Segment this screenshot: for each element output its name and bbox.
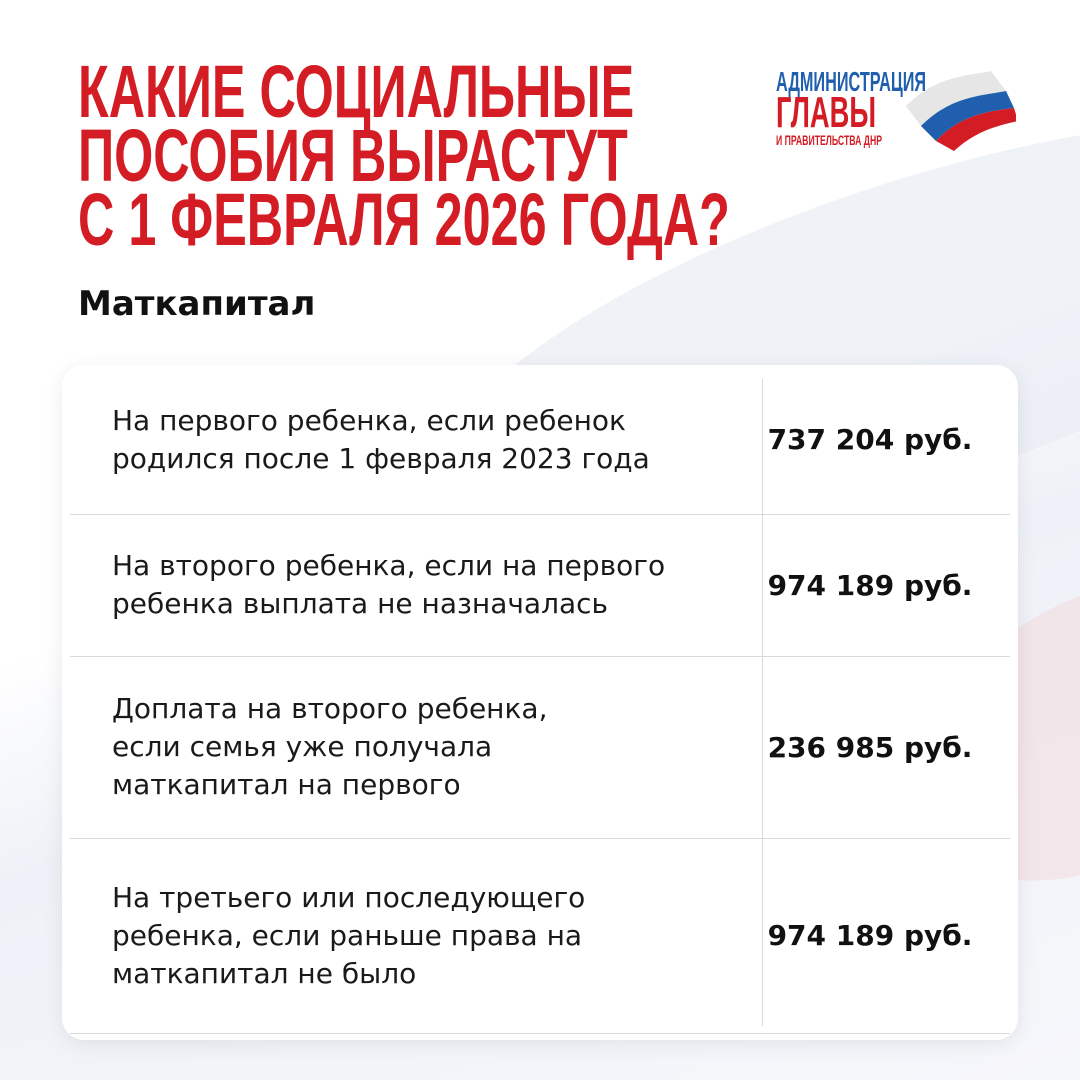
page-title: Какие социальные пособия вырастут с 1 фе… [78,50,730,261]
benefit-amount: 737 204 руб. [767,423,973,456]
column-divider [762,379,763,1026]
logo: АДМИНИСТРАЦИЯ ГЛАВЫ И ПРАВИТЕЛЬСТВА ДНР [776,66,1016,156]
logo-text: АДМИНИСТРАЦИЯ [776,66,927,97]
benefit-description: На второго ребенка, если на первого ребе… [112,549,666,620]
benefit-amount: 236 985 руб. [767,730,973,764]
section-title: Маткапитал [78,284,316,324]
benefit-description: Доплата на второго ребенка, если семья у… [112,692,548,801]
table-row: На второго ребенка, если на первого ребе… [70,514,1010,657]
table-row: Доплата на второго ребенка, если семья у… [70,656,1010,839]
benefit-description: На первого ребенка, если ребенок родился… [112,403,650,475]
logo-text: И ПРАВИТЕЛЬСТВА ДНР [776,132,883,148]
title-line: Какие социальные [78,50,635,133]
logo-text: ГЛАВЫ [776,88,877,137]
title-line: пособия вырастут [78,114,628,197]
table-row: На третьего или последующего ребенка, ес… [70,838,1010,1034]
title-line: с 1 февраля 2026 года? [78,178,730,261]
benefit-description: На третьего или последующего ребенка, ес… [112,880,586,990]
benefit-amount: 974 189 руб. [767,919,973,952]
flag-icon [906,71,1016,151]
benefits-table: На первого ребенка, если ребенок родился… [62,365,1018,1040]
table-row: На первого ребенка, если ребенок родился… [70,365,1010,515]
benefit-amount: 974 189 руб. [767,568,973,602]
